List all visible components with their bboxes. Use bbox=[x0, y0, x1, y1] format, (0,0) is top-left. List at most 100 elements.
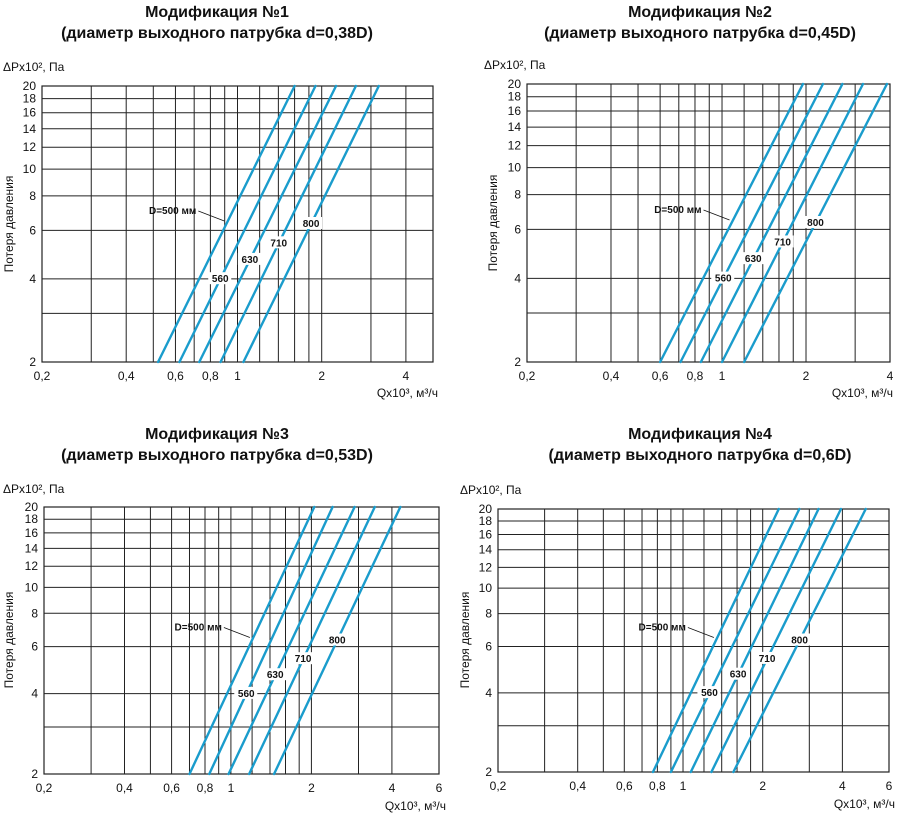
y-tick-label: 14 bbox=[23, 122, 37, 136]
y-tick-label: 14 bbox=[25, 541, 39, 555]
series-line-710 bbox=[247, 505, 376, 776]
label-leader bbox=[223, 627, 251, 638]
y-tick-label: 4 bbox=[514, 271, 521, 285]
y-axis-label: Потеря давления bbox=[2, 176, 16, 273]
series-label: 630 bbox=[745, 254, 762, 265]
x-tick-label: 0,8 bbox=[687, 369, 704, 383]
series-line-630 bbox=[227, 505, 356, 776]
x-tick-label: 0,4 bbox=[603, 369, 620, 383]
x-axis-unit: Qx10³, м³/ч bbox=[832, 386, 893, 400]
series-label: 560 bbox=[715, 274, 732, 285]
series-label: D=500 мм bbox=[175, 623, 222, 634]
chart-title: Модификация №4 bbox=[628, 426, 772, 443]
y-tick-label: 8 bbox=[514, 188, 521, 202]
y-tick-label: 18 bbox=[479, 514, 493, 528]
x-tick-label: 0,8 bbox=[649, 779, 666, 793]
plot-frame bbox=[41, 85, 434, 363]
y-tick-label: 14 bbox=[508, 120, 522, 134]
label-background bbox=[741, 252, 765, 265]
chart-subtitle: (диаметр выходного патрубка d=0,53D) bbox=[61, 447, 373, 464]
series-label: 560 bbox=[238, 689, 255, 700]
series-line-d-500 bbox=[651, 507, 780, 774]
series-line-560 bbox=[178, 84, 317, 364]
series-line-d-500 bbox=[188, 505, 316, 776]
x-axis-unit: Qx10³, м³/ч bbox=[377, 386, 438, 400]
x-tick-label: 2 bbox=[759, 779, 766, 793]
y-tick-label: 20 bbox=[479, 502, 493, 516]
series-line-710 bbox=[720, 82, 865, 364]
y-tick-label: 16 bbox=[25, 526, 39, 540]
chart-panel-1: Модификация №1 (диаметр выходного патрубк… bbox=[2, 4, 438, 400]
series-line-710 bbox=[710, 507, 843, 774]
y-tick-label: 2 bbox=[29, 355, 36, 369]
series-label: 710 bbox=[295, 654, 312, 665]
y-axis-unit: ΔPx10², Па bbox=[3, 60, 65, 74]
chart-title: Модификация №1 bbox=[145, 4, 289, 21]
chart-subtitle: (диаметр выходного патрубка d=0,45D) bbox=[544, 25, 856, 42]
series-label: 800 bbox=[329, 636, 346, 647]
x-tick-label: 0,8 bbox=[197, 781, 214, 795]
y-tick-label: 12 bbox=[479, 560, 493, 574]
series-label: 560 bbox=[212, 274, 229, 285]
label-background bbox=[770, 235, 794, 248]
label-background bbox=[266, 236, 290, 249]
y-axis-unit: ΔPx10², Па bbox=[3, 482, 65, 496]
series-label: 560 bbox=[701, 688, 718, 699]
x-tick-label: 0,2 bbox=[36, 781, 53, 795]
y-axis-unit: ΔPx10², Па bbox=[484, 58, 546, 72]
y-axis-label: Потеря давления bbox=[486, 175, 500, 272]
label-background bbox=[697, 686, 721, 699]
y-axis-unit: ΔPx10², Па bbox=[460, 483, 522, 497]
plot-frame bbox=[43, 506, 440, 775]
series-line-630 bbox=[689, 507, 820, 774]
x-tick-label: 0,6 bbox=[652, 369, 669, 383]
x-tick-label: 1 bbox=[234, 369, 241, 383]
y-tick-label: 20 bbox=[23, 79, 37, 93]
plot-frame bbox=[497, 508, 890, 773]
series-line-560 bbox=[208, 505, 334, 776]
y-tick-label: 8 bbox=[31, 606, 38, 620]
y-tick-label: 2 bbox=[31, 767, 38, 781]
y-tick-label: 6 bbox=[485, 640, 492, 654]
series-line-630 bbox=[699, 82, 844, 364]
series-label: 800 bbox=[791, 636, 808, 647]
y-tick-label: 18 bbox=[508, 90, 522, 104]
y-tick-label: 12 bbox=[508, 139, 522, 153]
y-axis-label: Потеря давления bbox=[2, 592, 16, 689]
plot-frame bbox=[526, 83, 891, 363]
label-background bbox=[208, 272, 232, 285]
series-label: D=500 мм bbox=[639, 623, 686, 634]
x-tick-label: 0,8 bbox=[202, 369, 219, 383]
label-background bbox=[234, 686, 258, 699]
x-tick-label: 4 bbox=[389, 781, 396, 795]
y-tick-label: 12 bbox=[23, 140, 37, 154]
series-label: 710 bbox=[774, 237, 791, 248]
x-axis-unit: Qx10³, м³/ч bbox=[385, 799, 446, 813]
label-background bbox=[726, 667, 750, 680]
chart-panel-2: Модификация №2 (диаметр выходного патрубк… bbox=[484, 4, 894, 400]
y-tick-label: 16 bbox=[23, 106, 37, 120]
series-label: 630 bbox=[267, 670, 284, 681]
series-line-d-500 bbox=[658, 82, 805, 364]
y-tick-label: 10 bbox=[508, 161, 522, 175]
y-tick-label: 4 bbox=[31, 687, 38, 701]
x-tick-label: 0,2 bbox=[519, 369, 536, 383]
label-background bbox=[755, 651, 779, 664]
x-tick-label: 1 bbox=[719, 369, 726, 383]
y-tick-label: 10 bbox=[23, 162, 37, 176]
chart-subtitle: (диаметр выходного патрубка d=0,6D) bbox=[549, 447, 852, 464]
y-tick-label: 4 bbox=[485, 686, 492, 700]
label-leader bbox=[687, 627, 715, 638]
y-tick-label: 20 bbox=[508, 77, 522, 91]
y-tick-label: 10 bbox=[479, 581, 493, 595]
series-label: 630 bbox=[242, 255, 259, 266]
y-axis-label: Потеря давления bbox=[458, 592, 472, 689]
x-tick-label: 4 bbox=[839, 779, 846, 793]
series-line-d-500 bbox=[156, 84, 296, 364]
chart-title: Модификация №2 bbox=[628, 4, 772, 21]
x-tick-label: 2 bbox=[308, 781, 315, 795]
y-tick-label: 8 bbox=[485, 607, 492, 621]
series-label: 710 bbox=[759, 654, 776, 665]
x-tick-label: 6 bbox=[886, 779, 893, 793]
